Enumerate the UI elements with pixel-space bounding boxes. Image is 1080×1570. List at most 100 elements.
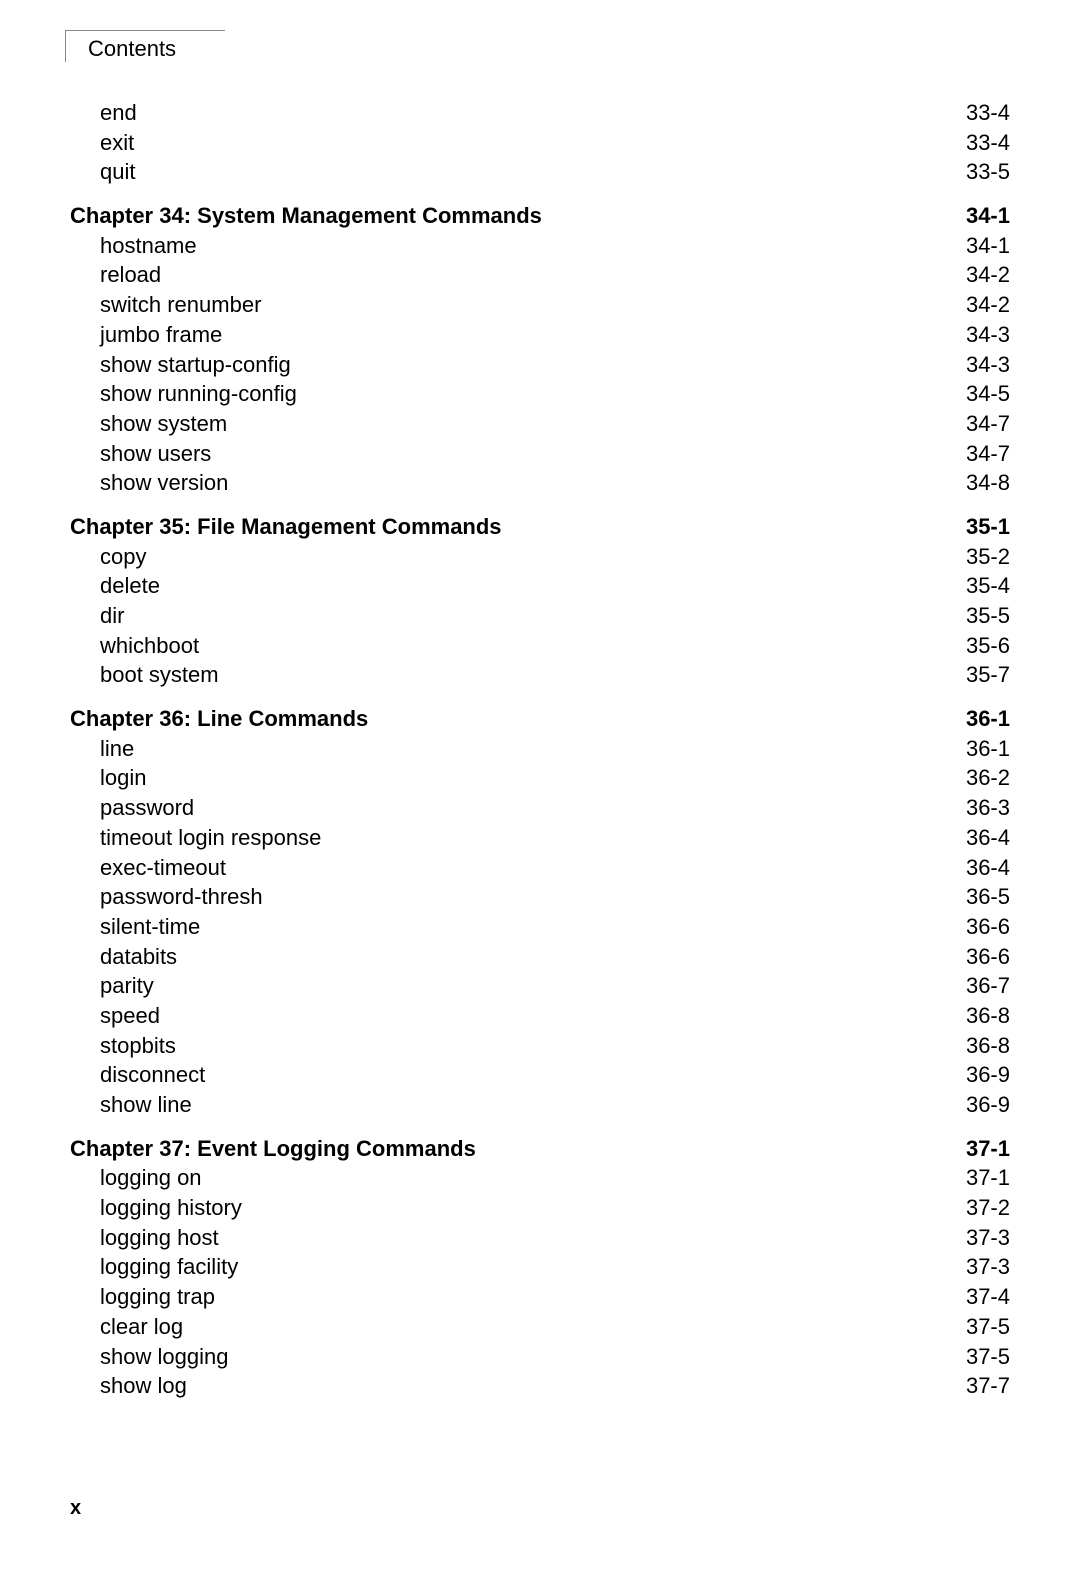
entry-label: reload — [70, 260, 940, 290]
page-ref: 33-5 — [940, 157, 1010, 187]
chapter-title: Chapter 35: File Management Commands — [70, 512, 940, 542]
entry-label: speed — [70, 1001, 940, 1031]
page-ref: 37-2 — [940, 1193, 1010, 1223]
entry-label: silent-time — [70, 912, 940, 942]
entry-row: show running-config34-5 — [70, 379, 1010, 409]
header-tab: Contents — [70, 30, 1010, 70]
entry-row: password36-3 — [70, 793, 1010, 823]
entry-row: quit33-5 — [70, 157, 1010, 187]
chapter-row: Chapter 37: Event Logging Commands37-1 — [70, 1134, 1010, 1164]
page-ref: 35-7 — [940, 660, 1010, 690]
entry-label: logging history — [70, 1193, 940, 1223]
page-ref: 34-5 — [940, 379, 1010, 409]
page-ref: 36-9 — [940, 1090, 1010, 1120]
entry-row: hostname34-1 — [70, 231, 1010, 261]
page-ref: 34-3 — [940, 320, 1010, 350]
page-ref: 37-7 — [940, 1371, 1010, 1401]
entry-label: dir — [70, 601, 940, 631]
entry-label: show log — [70, 1371, 940, 1401]
page-ref: 34-2 — [940, 290, 1010, 320]
page-ref: 36-4 — [940, 853, 1010, 883]
entry-row: show startup-config34-3 — [70, 350, 1010, 380]
entry-label: boot system — [70, 660, 940, 690]
toc-body: end33-4exit33-4quit33-5Chapter 34: Syste… — [70, 98, 1010, 1401]
entry-row: whichboot35-6 — [70, 631, 1010, 661]
entry-label: jumbo frame — [70, 320, 940, 350]
page-ref: 35-5 — [940, 601, 1010, 631]
page-ref: 34-8 — [940, 468, 1010, 498]
page-ref: 36-6 — [940, 912, 1010, 942]
entry-row: password-thresh36-5 — [70, 882, 1010, 912]
entry-label: line — [70, 734, 940, 764]
chapter-row: Chapter 35: File Management Commands35-1 — [70, 512, 1010, 542]
page-ref: 35-4 — [940, 571, 1010, 601]
entry-label: show system — [70, 409, 940, 439]
page-ref: 34-1 — [940, 201, 1010, 231]
entry-row: logging facility37-3 — [70, 1252, 1010, 1282]
entry-row: disconnect36-9 — [70, 1060, 1010, 1090]
page-ref: 36-7 — [940, 971, 1010, 1001]
entry-row: boot system35-7 — [70, 660, 1010, 690]
entry-label: copy — [70, 542, 940, 572]
page-ref: 36-8 — [940, 1001, 1010, 1031]
entry-label: hostname — [70, 231, 940, 261]
entry-row: show logging37-5 — [70, 1342, 1010, 1372]
chapter-section: Chapter 35: File Management Commands35-1… — [70, 512, 1010, 690]
page-ref: 37-1 — [940, 1134, 1010, 1164]
entry-row: end33-4 — [70, 98, 1010, 128]
entry-row: reload34-2 — [70, 260, 1010, 290]
chapter-section: Chapter 36: Line Commands36-1line36-1log… — [70, 704, 1010, 1120]
entry-label: password — [70, 793, 940, 823]
entry-row: login36-2 — [70, 763, 1010, 793]
page-ref: 37-3 — [940, 1252, 1010, 1282]
entry-label: show line — [70, 1090, 940, 1120]
tab-border-top — [65, 30, 225, 31]
page-ref: 36-9 — [940, 1060, 1010, 1090]
entry-row: exec-timeout36-4 — [70, 853, 1010, 883]
entry-label: delete — [70, 571, 940, 601]
chapter-title: Chapter 36: Line Commands — [70, 704, 940, 734]
entry-row: delete35-4 — [70, 571, 1010, 601]
entry-row: exit33-4 — [70, 128, 1010, 158]
page-ref: 36-2 — [940, 763, 1010, 793]
entry-label: exec-timeout — [70, 853, 940, 883]
entry-row: logging history37-2 — [70, 1193, 1010, 1223]
page-ref: 36-5 — [940, 882, 1010, 912]
entry-row: dir35-5 — [70, 601, 1010, 631]
entry-label: stopbits — [70, 1031, 940, 1061]
page-ref: 34-7 — [940, 409, 1010, 439]
page-ref: 37-4 — [940, 1282, 1010, 1312]
page-ref: 36-6 — [940, 942, 1010, 972]
page-ref: 37-3 — [940, 1223, 1010, 1253]
entry-label: login — [70, 763, 940, 793]
page-ref: 35-6 — [940, 631, 1010, 661]
entry-row: silent-time36-6 — [70, 912, 1010, 942]
page-ref: 35-1 — [940, 512, 1010, 542]
chapter-title: Chapter 34: System Management Commands — [70, 201, 940, 231]
page-ref: 33-4 — [940, 128, 1010, 158]
toc-page: Contents end33-4exit33-4quit33-5Chapter … — [0, 0, 1080, 1570]
chapter-section: Chapter 34: System Management Commands34… — [70, 201, 1010, 498]
entry-row: show users34-7 — [70, 439, 1010, 469]
entry-label: whichboot — [70, 631, 940, 661]
entry-row: jumbo frame34-3 — [70, 320, 1010, 350]
entry-row: switch renumber34-2 — [70, 290, 1010, 320]
page-ref: 33-4 — [940, 98, 1010, 128]
entry-label: exit — [70, 128, 940, 158]
entry-label: clear log — [70, 1312, 940, 1342]
entry-row: copy35-2 — [70, 542, 1010, 572]
page-ref: 37-1 — [940, 1163, 1010, 1193]
entry-label: logging on — [70, 1163, 940, 1193]
entry-row: line36-1 — [70, 734, 1010, 764]
entry-label: logging facility — [70, 1252, 940, 1282]
entry-row: stopbits36-8 — [70, 1031, 1010, 1061]
entry-label: timeout login response — [70, 823, 940, 853]
page-ref: 34-2 — [940, 260, 1010, 290]
entry-label: databits — [70, 942, 940, 972]
entry-row: show log37-7 — [70, 1371, 1010, 1401]
page-ref: 36-1 — [940, 704, 1010, 734]
entry-row: show system34-7 — [70, 409, 1010, 439]
page-ref: 36-4 — [940, 823, 1010, 853]
entry-label: show running-config — [70, 379, 940, 409]
page-ref: 35-2 — [940, 542, 1010, 572]
